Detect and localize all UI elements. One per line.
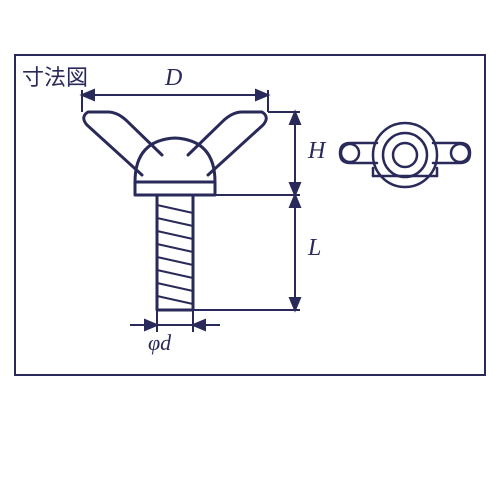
- label-h: H: [308, 138, 325, 165]
- diagram-title: 寸法図: [22, 60, 88, 92]
- top-view: [340, 123, 470, 187]
- frame-border: [15, 55, 485, 375]
- label-d: D: [165, 65, 182, 92]
- front-view: [84, 112, 267, 310]
- label-phid: φd: [148, 330, 171, 356]
- dimension-lines: [82, 90, 300, 332]
- label-l: L: [308, 235, 321, 262]
